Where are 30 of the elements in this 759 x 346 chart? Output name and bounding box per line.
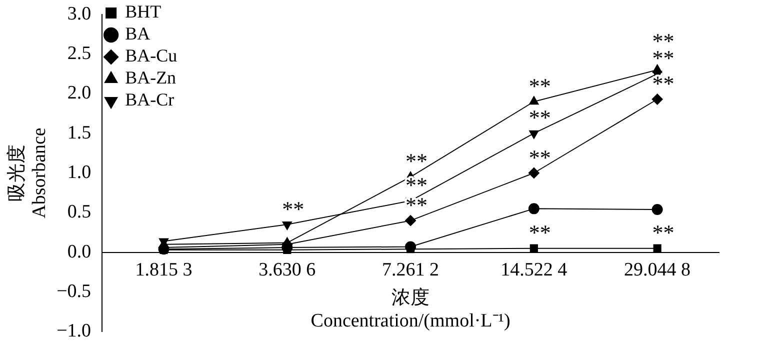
- y-tick-label: 0.0: [67, 241, 92, 262]
- x-tick-label: 3.630 6: [258, 260, 316, 281]
- y-tick-label: −1.0: [56, 320, 92, 342]
- legend-label: BHT: [125, 2, 162, 22]
- annotation: **: [652, 71, 674, 96]
- annotation: **: [406, 172, 428, 198]
- legend-label: BA-Cr: [125, 90, 174, 110]
- y-tick-label: 0.5: [67, 202, 92, 223]
- x-axis-title: 浓度 Concentration/(mmol·L⁻¹): [310, 286, 510, 332]
- annotation: **: [528, 105, 551, 130]
- legend-label: BA: [125, 24, 150, 44]
- annotation: **: [652, 220, 674, 246]
- y-tick-label: 2.5: [67, 43, 92, 64]
- x-tick-label: 1.815 3: [135, 260, 192, 281]
- annotation: **: [406, 148, 428, 174]
- y-tick-label: 1.5: [67, 122, 92, 144]
- annotation: **: [282, 196, 304, 222]
- y-tick-label: −0.5: [56, 280, 92, 302]
- annotation: **: [528, 73, 551, 98]
- x-tick-label: 7.261 2: [382, 260, 440, 281]
- y-tick-label: 3.0: [67, 3, 92, 24]
- annotation: **: [528, 220, 551, 246]
- y-tick-label: 1.0: [67, 162, 92, 183]
- x-tick-label: 14.522 4: [500, 260, 568, 281]
- legend-label: BA-Zn: [125, 68, 176, 88]
- legend-label: BA-Cu: [125, 46, 178, 66]
- x-tick-label: 29.044 8: [624, 260, 691, 281]
- y-tick-label: 2.0: [67, 82, 92, 104]
- annotation: **: [528, 144, 551, 170]
- y-axis-title: 吸光度 Absorbance: [5, 128, 50, 218]
